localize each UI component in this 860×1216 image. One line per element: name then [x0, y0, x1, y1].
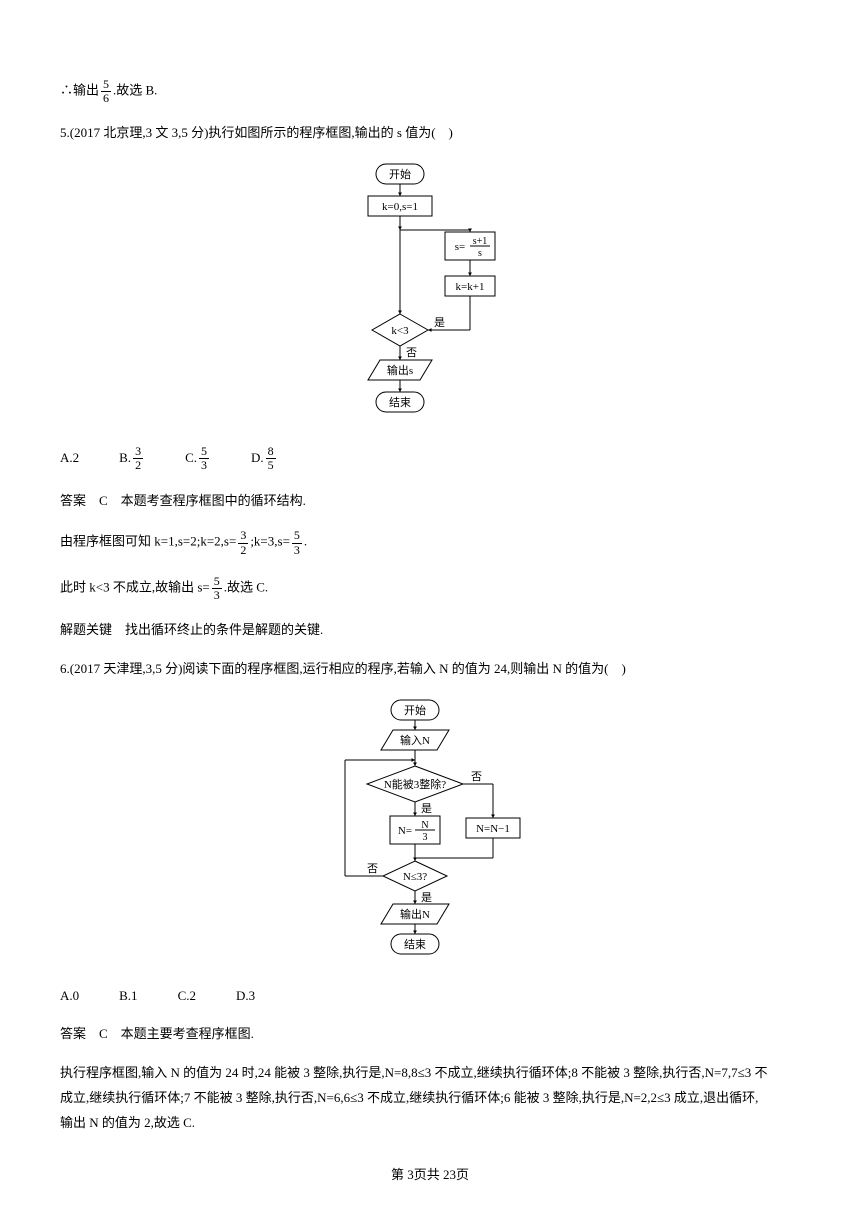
- svg-text:N=: N=: [398, 825, 412, 837]
- q6-answer: 答案 C 本题主要考查程序框图.: [60, 1024, 800, 1045]
- q5-flowchart: 开始 k=0,s=1 s= s+1s k=k+1 k<3 输出s 结束 是否: [60, 162, 800, 427]
- svg-text:否: 否: [406, 347, 417, 359]
- q6-opt-c: C.2: [178, 986, 196, 1007]
- q6-stem-suffix: ): [622, 661, 626, 676]
- q5-opt-c: C.53: [185, 445, 211, 472]
- q6-stem-text: 6.(2017 天津理,3,5 分)阅读下面的程序框图,运行相应的程序,若输入 …: [60, 661, 609, 676]
- svg-text:k=0,s=1: k=0,s=1: [382, 201, 418, 213]
- svg-text:结束: 结束: [389, 396, 411, 409]
- q6-expl3: 输出 N 的值为 2,故选 C.: [60, 1113, 800, 1134]
- svg-text:是: 是: [421, 891, 432, 904]
- intro-suffix: .故选 B.: [113, 83, 157, 98]
- svg-text:k=k+1: k=k+1: [456, 281, 485, 293]
- svg-text:否: 否: [367, 863, 378, 875]
- svg-text:N=N−1: N=N−1: [476, 823, 510, 835]
- intro-prefix: ∴输出: [60, 83, 99, 98]
- page-footer: 第 3页共 23页: [0, 1165, 860, 1186]
- q6-opt-d: D.3: [236, 986, 255, 1007]
- q6-flowchart: 开始输入NN能被3整除?N=N3N=N−1N≤3?输出N结束是否是否: [60, 698, 800, 968]
- flowchart-svg: 开始输入NN能被3整除?N=N3N=N−1N≤3?输出N结束是否是否: [315, 698, 545, 968]
- flowchart-svg: 开始 k=0,s=1 s= s+1s k=k+1 k<3 输出s 结束 是否: [320, 162, 540, 427]
- svg-text:是: 是: [434, 316, 445, 329]
- svg-text:N: N: [421, 820, 428, 831]
- intro-frac: 56: [101, 78, 111, 105]
- svg-text:s+1: s+1: [473, 236, 488, 247]
- svg-text:是: 是: [421, 802, 432, 815]
- q6-expl2: 成立,继续执行循环体;7 不能被 3 整除,执行否,N=6,6≤3 不成立,继续…: [60, 1088, 800, 1109]
- q6-options: A.0 B.1 C.2 D.3: [60, 986, 800, 1007]
- q5-expl1: 由程序框图可知 k=1,s=2;k=2,s=32;k=3,s=53.: [60, 529, 800, 556]
- svg-text:s: s: [478, 248, 482, 259]
- page: ∴输出56.故选 B. 5.(2017 北京理,3 文 3,5 分)执行如图所示…: [0, 0, 860, 1216]
- svg-text:结束: 结束: [404, 938, 426, 951]
- svg-text:N能被3整除?: N能被3整除?: [384, 777, 446, 791]
- svg-text:开始: 开始: [404, 703, 426, 717]
- svg-text:N≤3?: N≤3?: [403, 871, 427, 883]
- svg-text:输出s: 输出s: [387, 363, 413, 377]
- q6-opt-a: A.0: [60, 986, 79, 1007]
- q5-answer: 答案 C 本题考查程序框图中的循环结构.: [60, 491, 800, 512]
- svg-text:k<3: k<3: [391, 325, 409, 337]
- q5-opt-b: B.32: [119, 445, 145, 472]
- svg-text:3: 3: [423, 832, 428, 843]
- svg-text:输入N: 输入N: [400, 733, 430, 747]
- q5-options: A.2 B.32 C.53 D.85: [60, 445, 800, 472]
- svg-text:输出N: 输出N: [400, 907, 430, 921]
- q5-stem: 5.(2017 北京理,3 文 3,5 分)执行如图所示的程序框图,输出的 s …: [60, 123, 800, 144]
- q5-stem-text: 5.(2017 北京理,3 文 3,5 分)执行如图所示的程序框图,输出的 s …: [60, 125, 436, 140]
- q5-opt-a: A.2: [60, 445, 79, 472]
- q5-expl2: 此时 k<3 不成立,故输出 s=53.故选 C.: [60, 575, 800, 602]
- q6-opt-b: B.1: [119, 986, 137, 1007]
- svg-text:否: 否: [471, 771, 482, 783]
- q6-stem: 6.(2017 天津理,3,5 分)阅读下面的程序框图,运行相应的程序,若输入 …: [60, 659, 800, 680]
- q6-expl1: 执行程序框图,输入 N 的值为 24 时,24 能被 3 整除,执行是,N=8,…: [60, 1063, 800, 1084]
- q5-opt-d: D.85: [251, 445, 278, 472]
- intro-line: ∴输出56.故选 B.: [60, 78, 800, 105]
- svg-text:开始: 开始: [389, 167, 411, 181]
- q5-key: 解题关键 找出循环终止的条件是解题的关键.: [60, 620, 800, 641]
- svg-text:s=: s=: [455, 241, 465, 253]
- q5-stem-suffix: ): [449, 125, 453, 140]
